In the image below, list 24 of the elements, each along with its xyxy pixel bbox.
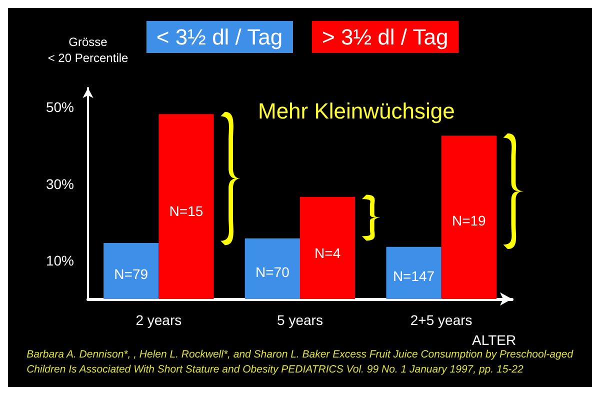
annotation: N=15 xyxy=(169,202,204,219)
bar xyxy=(386,246,442,299)
y-tick-label: 50% xyxy=(46,99,74,116)
x-axis-title: ALTER xyxy=(472,332,516,348)
annotation: N=4 xyxy=(314,244,341,261)
annotation: Mehr Kleinwüchsige xyxy=(258,98,455,124)
y-tick-label: 10% xyxy=(46,252,74,269)
annotation: N=147 xyxy=(392,268,435,284)
annotation: N=19 xyxy=(452,212,486,228)
bar xyxy=(300,196,356,299)
text: < 3½ dl / Tag xyxy=(156,24,283,50)
text: Barbara A. Dennison*, , Helen L. Rockwell*, and Sharon L. Baker Excess Fruit Juice Consumption by Preschool-aged Children Is Associated With Short Stature and Obesity PEDIATRICS Vol. 99 No. 1 January 1997, pp. 15-22 xyxy=(26,348,574,376)
y-axis-title: Grösse < 20 Percentile xyxy=(48,35,129,65)
text: > 3½ dl / Tag xyxy=(322,24,448,50)
bar xyxy=(244,238,300,299)
y-tick-label: 30% xyxy=(46,176,74,192)
x-tick-label: 5 years xyxy=(277,312,323,328)
bar xyxy=(104,242,159,299)
bar xyxy=(158,114,214,299)
x-tick-label: 2+5 years xyxy=(410,312,472,328)
bar xyxy=(441,136,496,299)
annotation: N=79 xyxy=(114,266,148,282)
x-tick-label: 2 years xyxy=(136,312,182,328)
annotation: N=70 xyxy=(256,264,290,280)
